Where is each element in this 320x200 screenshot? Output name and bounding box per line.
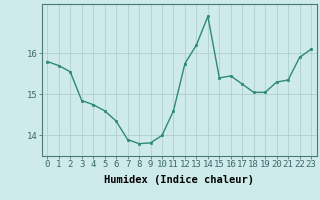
X-axis label: Humidex (Indice chaleur): Humidex (Indice chaleur) xyxy=(104,175,254,185)
